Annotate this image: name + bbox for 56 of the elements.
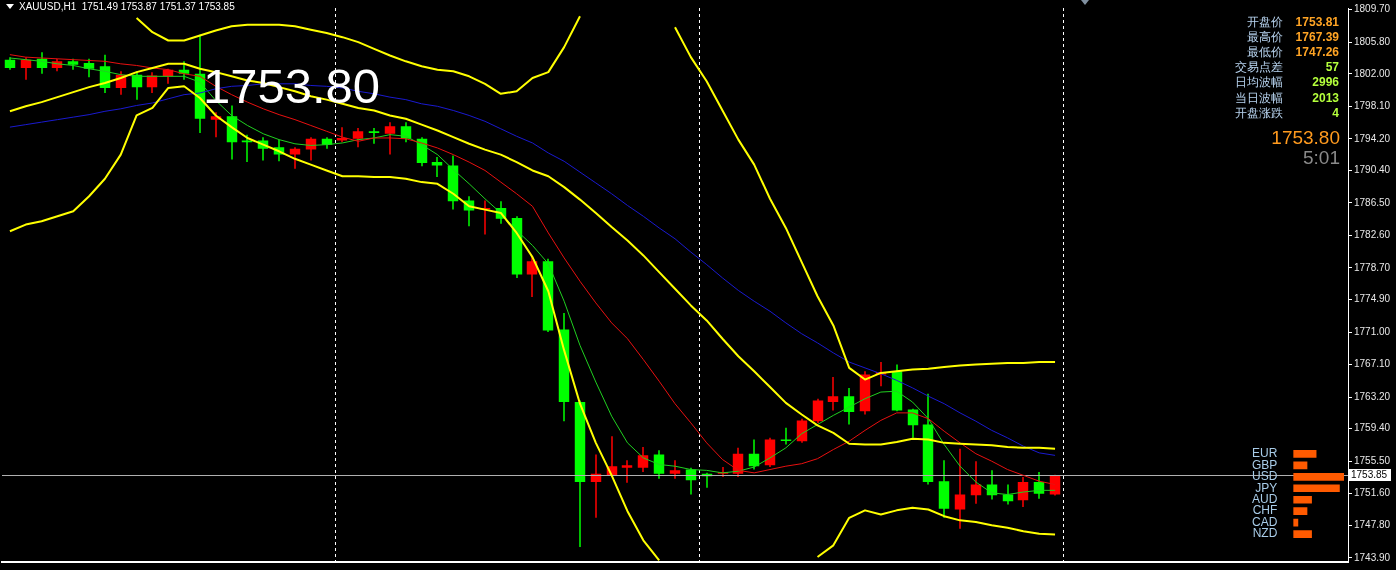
candlestick [289, 147, 301, 169]
candlestick [970, 461, 982, 504]
candlestick [352, 127, 364, 148]
bar [1293, 530, 1312, 538]
y-tick-label: 1751.60 [1354, 487, 1391, 499]
y-tick-label: 1809.70 [1354, 3, 1391, 15]
bar [1293, 473, 1344, 481]
y-tick-label: 1767.10 [1354, 358, 1391, 370]
y-tick-label: 1786.50 [1354, 196, 1391, 208]
annotation: 最低价 [1247, 45, 1283, 60]
annotation: 1753.81 [1295, 15, 1339, 29]
annotation: 4 [1332, 105, 1339, 120]
candlestick [241, 134, 253, 163]
y-tick-label: 1790.40 [1354, 164, 1391, 176]
y-tick-label: JPY [1255, 480, 1278, 495]
annotation: 57 [1325, 60, 1339, 75]
y-tick-label: 1774.90 [1354, 293, 1391, 305]
candlestick [431, 157, 443, 178]
y-tick-label: 1798.10 [1354, 100, 1391, 112]
annotation: 当日波幅 [1235, 90, 1283, 105]
y-tick-label: 1743.90 [1354, 551, 1391, 563]
bar [1293, 450, 1317, 458]
annotation: 2013 [1312, 90, 1339, 105]
y-tick-label: 1759.40 [1354, 422, 1391, 434]
y-tick-label: 1755.50 [1354, 454, 1391, 466]
annotation: 开盘涨跌 [1235, 105, 1283, 120]
candlestick [827, 377, 839, 411]
annotation: 2996 [1312, 75, 1339, 90]
candlestick [669, 460, 681, 479]
bar [1293, 495, 1312, 504]
annotation: 交易点差 [1235, 60, 1283, 75]
annotation: 5:01 [1303, 147, 1340, 169]
y-tick-label: 1747.80 [1354, 519, 1391, 531]
y-tick-label: 1782.60 [1354, 229, 1391, 241]
y-tick-label: 1778.70 [1354, 261, 1391, 273]
y-tick-label: 1763.20 [1354, 390, 1391, 402]
candlestick [780, 427, 792, 445]
y-tick-label: 1771.00 [1354, 325, 1391, 337]
chart-title: XAUUSD,H1 1751.49 1753.87 1751.37 1753.85 [19, 0, 235, 12]
y-tick-label: 1805.80 [1354, 35, 1391, 47]
annotation: 1767.39 [1295, 30, 1339, 45]
candlestick [954, 448, 966, 529]
candlestick [621, 460, 633, 483]
annotation: 日均波幅 [1235, 75, 1283, 90]
y-tick-label: 1802.00 [1354, 67, 1391, 79]
annotation: 最高价 [1247, 30, 1283, 45]
bar [1293, 507, 1308, 516]
candlestick [590, 454, 602, 518]
candlestick [384, 122, 396, 155]
y-tick-label: NZD [1252, 526, 1278, 541]
bar [1293, 484, 1340, 493]
ref-line-label: 1753.85 [1351, 469, 1388, 481]
annotation: 1753.80 [1271, 127, 1340, 149]
y-tick-label: 1794.20 [1354, 132, 1391, 144]
annotation: 开盘价 [1247, 15, 1283, 29]
annotation: 1747.26 [1295, 45, 1339, 60]
